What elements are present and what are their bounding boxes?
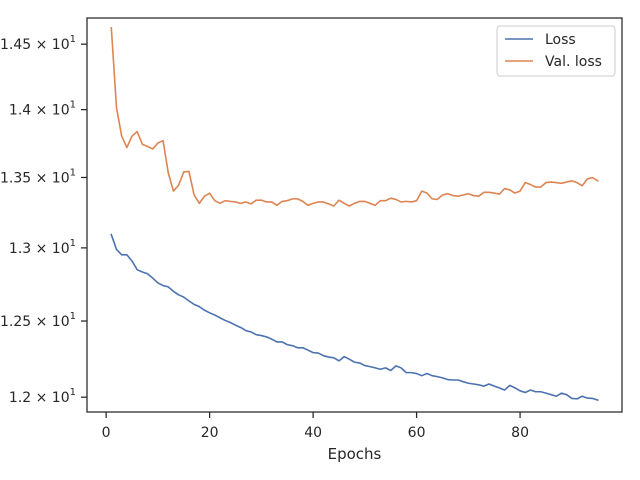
series-line-loss <box>110 233 599 402</box>
plot-frame <box>86 17 623 413</box>
x-tick-label: 80 <box>511 425 529 441</box>
x-tick-label: 20 <box>201 425 219 441</box>
x-tick-label: 40 <box>304 425 322 441</box>
x-tick-label: 60 <box>408 425 426 441</box>
legend-label: Val. loss <box>545 54 602 70</box>
series-line-val-loss <box>110 26 599 207</box>
legend-label: Loss <box>545 32 576 48</box>
y-tick-label: 1.35 × 101 <box>0 167 76 186</box>
x-tick-label: 0 <box>102 425 111 441</box>
plot-area <box>87 18 622 412</box>
y-tick-label: 1.4 × 101 <box>9 100 76 119</box>
series-layer <box>110 26 599 402</box>
legend: Loss Val. loss <box>496 25 616 77</box>
axis-layer: 0 20 40 60 80 1.2 × 101 1.25 × 101 1.3 × 101 1.3… <box>0 34 529 441</box>
y-tick-label: 1.25 × 101 <box>0 311 76 330</box>
y-tick-label: 1.2 × 101 <box>9 387 76 406</box>
y-tick-label: 1.45 × 101 <box>0 34 76 53</box>
y-tick-label: 1.3 × 101 <box>9 238 76 257</box>
x-axis-label: Epochs <box>328 445 382 463</box>
